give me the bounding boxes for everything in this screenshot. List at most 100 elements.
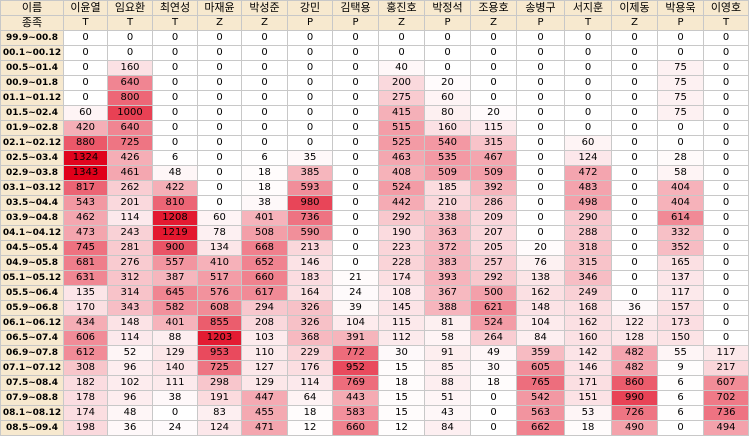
score-cell: 262 xyxy=(107,180,153,196)
score-cell: 138 xyxy=(516,270,565,286)
score-cell: 103 xyxy=(241,330,288,346)
score-cell: 0 xyxy=(287,120,333,136)
score-cell: 517 xyxy=(197,270,242,286)
score-cell: 6 xyxy=(657,375,704,391)
score-cell: 0 xyxy=(470,30,517,46)
score-cell: 535 xyxy=(424,150,471,166)
score-cell: 38 xyxy=(152,390,198,406)
score-cell: 185 xyxy=(424,180,471,196)
score-cell: 20 xyxy=(516,240,565,256)
score-cell: 338 xyxy=(424,210,471,226)
score-cell: 0 xyxy=(332,150,379,166)
score-cell: 614 xyxy=(657,210,704,226)
score-cell: 315 xyxy=(564,255,612,271)
corner-race-label: 종족 xyxy=(0,15,64,31)
score-cell: 0 xyxy=(703,315,749,331)
score-cell: 0 xyxy=(564,90,612,106)
score-cell: 0 xyxy=(152,90,198,106)
score-cell: 467 xyxy=(470,150,517,166)
score-cell: 0 xyxy=(152,60,198,76)
score-cell: 0 xyxy=(470,390,517,406)
score-cell: 24 xyxy=(332,285,379,301)
score-cell: 367 xyxy=(424,285,471,301)
score-cell: 134 xyxy=(197,240,242,256)
score-cell: 769 xyxy=(332,375,379,391)
score-cell: 326 xyxy=(287,300,333,316)
score-cell: 0 xyxy=(332,90,379,106)
score-cell: 0 xyxy=(516,135,565,151)
score-cell: 48 xyxy=(152,165,198,181)
score-cell: 0 xyxy=(703,135,749,151)
score-cell: 772 xyxy=(332,345,379,361)
score-cell: 0 xyxy=(703,330,749,346)
score-cell: 20 xyxy=(424,75,471,91)
score-cell: 408 xyxy=(378,165,425,181)
period-label: 04.9~05.8 xyxy=(0,255,64,271)
score-cell: 151 xyxy=(564,390,612,406)
score-cell: 0 xyxy=(611,105,658,121)
score-cell: 38 xyxy=(241,195,288,211)
score-cell: 108 xyxy=(378,285,425,301)
period-label: 08.1~08.12 xyxy=(0,405,64,421)
table-row: 01.1~01.12 0 800 0 0 0 0 0 275 60 0 0 0 0 75 0 xyxy=(0,90,749,106)
score-cell: 0 xyxy=(197,135,242,151)
period-label: 03.5~04.4 xyxy=(0,195,64,211)
period-label: 04.1~04.12 xyxy=(0,225,64,241)
score-cell: 75 xyxy=(657,105,704,121)
score-cell: 447 xyxy=(241,390,288,406)
score-cell: 0 xyxy=(197,90,242,106)
score-cell: 217 xyxy=(703,360,749,376)
score-cell: 129 xyxy=(152,345,198,361)
score-cell: 0 xyxy=(516,105,565,121)
score-cell: 607 xyxy=(703,375,749,391)
player-name-header: 박정석 xyxy=(424,0,471,16)
table-row: 04.1~04.12 473 243 1219 78 508 590 0 190 363 207 0 2… xyxy=(0,225,749,241)
score-cell: 726 xyxy=(611,405,658,421)
score-cell: 0 xyxy=(657,30,704,46)
score-cell: 6 xyxy=(657,390,704,406)
score-cell: 385 xyxy=(287,165,333,181)
score-cell: 178 xyxy=(63,390,108,406)
score-cell: 0 xyxy=(424,30,471,46)
score-cell: 0 xyxy=(611,45,658,61)
score-cell: 0 xyxy=(241,105,288,121)
score-cell: 0 xyxy=(611,120,658,136)
score-cell: 140 xyxy=(152,360,198,376)
score-cell: 18 xyxy=(378,375,425,391)
score-cell: 0 xyxy=(470,45,517,61)
score-cell: 0 xyxy=(611,240,658,256)
score-cell: 415 xyxy=(378,105,425,121)
score-cell: 383 xyxy=(424,255,471,271)
score-cell: 6 xyxy=(657,405,704,421)
score-cell: 576 xyxy=(197,285,242,301)
score-cell: 201 xyxy=(107,195,153,211)
period-label: 05.5~06.4 xyxy=(0,285,64,301)
score-cell: 0 xyxy=(611,30,658,46)
score-cell: 142 xyxy=(564,345,612,361)
table-row: 02.5~03.4 1324 426 6 0 6 35 0 463 535 467 0 124 0 28 0 xyxy=(0,150,749,166)
player-name-header: 송병구 xyxy=(516,0,565,16)
score-cell: 1219 xyxy=(152,225,198,241)
score-cell: 0 xyxy=(241,90,288,106)
score-cell: 0 xyxy=(611,270,658,286)
score-cell: 53 xyxy=(564,405,612,421)
score-cell: 148 xyxy=(107,315,153,331)
score-cell: 96 xyxy=(107,390,153,406)
score-cell: 128 xyxy=(611,330,658,346)
score-cell: 388 xyxy=(424,300,471,316)
score-cell: 35 xyxy=(287,150,333,166)
score-cell: 290 xyxy=(564,210,612,226)
period-label: 05.1~05.12 xyxy=(0,270,64,286)
player-name-header: 이윤열 xyxy=(63,0,108,16)
score-cell: 162 xyxy=(516,285,565,301)
table-row: 05.5~06.4 135 314 645 576 617 164 24 108 367 500 16… xyxy=(0,285,749,301)
score-cell: 165 xyxy=(657,255,704,271)
period-label: 07.1~07.12 xyxy=(0,360,64,376)
score-cell: 164 xyxy=(287,285,333,301)
score-cell: 135 xyxy=(63,285,108,301)
score-cell: 122 xyxy=(611,315,658,331)
score-cell: 0 xyxy=(703,240,749,256)
period-label: 00.9~01.8 xyxy=(0,75,64,91)
score-cell: 39 xyxy=(332,300,379,316)
